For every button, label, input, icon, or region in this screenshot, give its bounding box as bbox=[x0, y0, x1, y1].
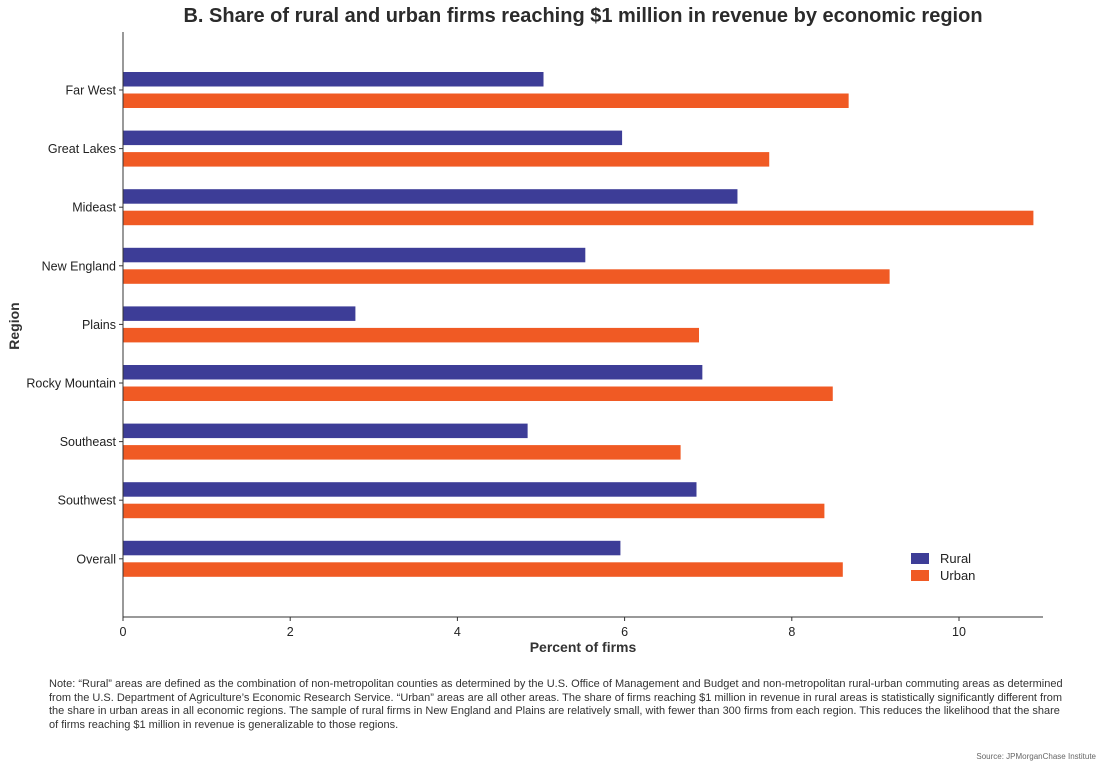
x-tick-label: 2 bbox=[287, 625, 294, 639]
y-tick-label: Rocky Mountain bbox=[26, 377, 116, 391]
legend-item-urban: Urban bbox=[911, 567, 975, 584]
bar-urban bbox=[123, 503, 825, 519]
x-tick-label: 4 bbox=[454, 625, 461, 639]
legend-swatch-rural bbox=[911, 553, 929, 564]
y-axis-label: Region bbox=[6, 302, 22, 349]
y-tick-label: Mideast bbox=[72, 201, 116, 215]
y-tick-label: Southwest bbox=[58, 494, 117, 508]
source-credit: Source: JPMorganChase Institute bbox=[976, 752, 1096, 761]
bar-rural bbox=[123, 482, 697, 497]
bar-urban bbox=[123, 93, 849, 108]
bar-urban bbox=[123, 562, 843, 577]
y-tick-label: Plains bbox=[82, 318, 116, 332]
y-tick-label: Overall bbox=[76, 552, 116, 566]
bar-urban bbox=[123, 386, 833, 401]
bar-rural bbox=[123, 423, 528, 439]
legend: Rural Urban bbox=[911, 550, 975, 584]
x-tick-label: 8 bbox=[788, 625, 795, 639]
bar-rural bbox=[123, 365, 703, 380]
x-tick-label: 0 bbox=[120, 625, 127, 639]
y-tick-label: Southeast bbox=[60, 435, 117, 449]
x-tick-label: 6 bbox=[621, 625, 628, 639]
legend-label-urban: Urban bbox=[940, 568, 976, 583]
x-axis-label: Percent of firms bbox=[530, 639, 637, 655]
bar-urban bbox=[123, 210, 1034, 226]
x-tick-label: 10 bbox=[952, 625, 966, 639]
y-tick-label: Far West bbox=[66, 84, 117, 98]
bar-urban bbox=[123, 445, 681, 460]
y-tick-label: New England bbox=[42, 259, 116, 273]
bar-rural bbox=[123, 130, 623, 146]
bar-urban bbox=[123, 152, 770, 167]
bar-rural bbox=[123, 189, 738, 204]
bar-rural bbox=[123, 247, 586, 263]
y-tick-label: Great Lakes bbox=[48, 142, 116, 156]
bar-rural bbox=[123, 306, 356, 321]
bar-rural bbox=[123, 72, 544, 87]
bar-urban bbox=[123, 327, 700, 343]
footnote: Note: “Rural” areas are defined as the c… bbox=[49, 678, 1063, 731]
legend-swatch-urban bbox=[911, 570, 929, 581]
bar-rural bbox=[123, 540, 621, 556]
legend-item-rural: Rural bbox=[911, 550, 975, 567]
bar-urban bbox=[123, 269, 890, 284]
chart-title: B. Share of rural and urban firms reachi… bbox=[183, 5, 983, 27]
legend-label-rural: Rural bbox=[940, 551, 972, 566]
